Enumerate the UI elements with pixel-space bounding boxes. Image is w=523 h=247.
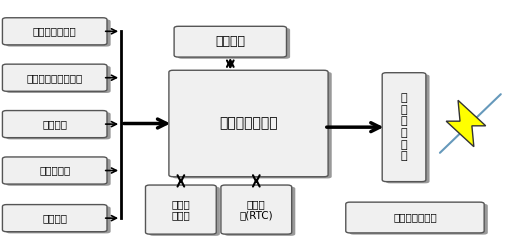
FancyBboxPatch shape [174, 26, 287, 57]
FancyBboxPatch shape [3, 157, 107, 184]
FancyBboxPatch shape [3, 111, 107, 138]
FancyBboxPatch shape [346, 202, 484, 233]
FancyBboxPatch shape [145, 185, 216, 234]
Text: 單晶片微控制器: 單晶片微控制器 [219, 117, 278, 130]
FancyBboxPatch shape [349, 204, 488, 235]
Text: 打鼾時間及次數: 打鼾時間及次數 [33, 26, 76, 36]
FancyBboxPatch shape [3, 205, 107, 232]
Text: 即時時
鐘(RTC): 即時時 鐘(RTC) [240, 199, 273, 220]
FancyBboxPatch shape [3, 64, 107, 91]
Text: 血氧濃度: 血氧濃度 [42, 119, 67, 129]
Polygon shape [446, 100, 486, 147]
Text: 心跳變化: 心跳變化 [42, 213, 67, 223]
FancyBboxPatch shape [386, 74, 429, 183]
FancyBboxPatch shape [224, 187, 295, 236]
Text: 顯示裝置: 顯示裝置 [215, 35, 245, 48]
FancyBboxPatch shape [6, 206, 111, 233]
FancyBboxPatch shape [169, 70, 328, 177]
Text: 藍
芽
無
線
模
組: 藍 芽 無 線 模 組 [401, 93, 407, 161]
Text: 口鼻腔氣流: 口鼻腔氣流 [39, 165, 70, 176]
FancyBboxPatch shape [6, 66, 111, 93]
FancyBboxPatch shape [149, 187, 220, 236]
FancyBboxPatch shape [178, 28, 290, 59]
FancyBboxPatch shape [6, 159, 111, 186]
Text: 串列式
記憶體: 串列式 記憶體 [172, 199, 190, 220]
FancyBboxPatch shape [6, 112, 111, 139]
FancyBboxPatch shape [3, 18, 107, 45]
FancyBboxPatch shape [6, 20, 111, 47]
Text: 呼吸暫停時間及次數: 呼吸暫停時間及次數 [27, 73, 83, 83]
FancyBboxPatch shape [221, 185, 292, 234]
FancyBboxPatch shape [382, 73, 426, 182]
Text: 充電電路與電池: 充電電路與電池 [393, 212, 437, 223]
FancyBboxPatch shape [173, 72, 332, 178]
